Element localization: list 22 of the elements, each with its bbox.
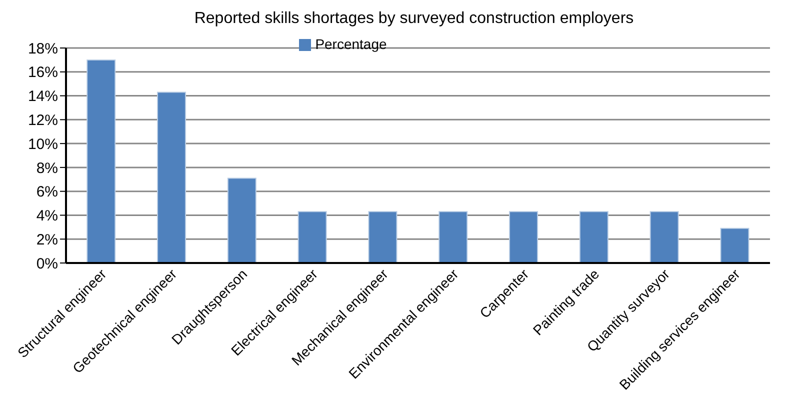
bar: [579, 211, 608, 263]
y-tick-label: 14%: [28, 88, 58, 106]
bar: [720, 228, 750, 263]
y-tick-label: 0%: [36, 255, 58, 272]
y-tick-label: 16%: [28, 64, 58, 82]
bar: [157, 92, 186, 263]
legend-label: Percentage: [315, 36, 387, 52]
y-tick-label: 12%: [28, 112, 58, 129]
bar: [227, 178, 256, 263]
y-tick-label: 2%: [36, 231, 58, 248]
y-tick-label: 4%: [36, 208, 58, 225]
bar: [298, 211, 327, 263]
y-tick-label: 6%: [36, 184, 58, 201]
bar: [509, 211, 538, 263]
y-tick-label: 18%: [28, 40, 58, 58]
bar: [86, 59, 116, 263]
bar: [368, 211, 398, 263]
y-tick-label: 10%: [28, 136, 58, 153]
chart-title: Reported skills shortages by surveyed construction employers: [193, 9, 635, 29]
y-tick-label: 8%: [36, 160, 58, 177]
bar: [650, 211, 679, 263]
bar: [438, 211, 468, 263]
